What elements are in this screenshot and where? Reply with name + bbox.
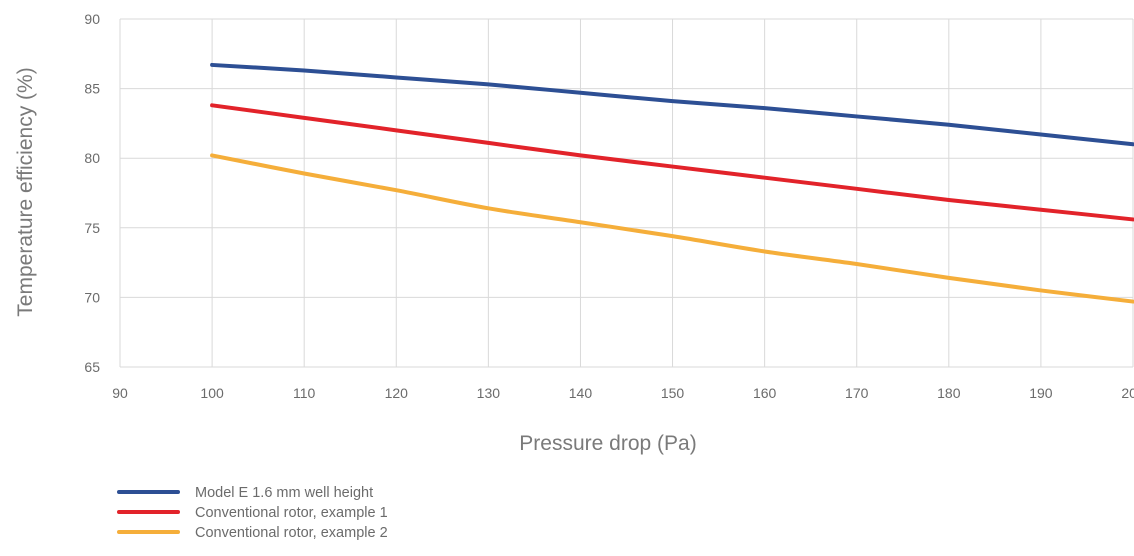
x-axis-label: Pressure drop (Pa)	[519, 432, 696, 455]
y-tick-label-90: 90	[84, 11, 100, 27]
x-tick-label-150: 150	[661, 385, 685, 401]
y-tick-label-65: 65	[84, 359, 100, 375]
y-tick-label-75: 75	[84, 220, 100, 236]
series-lines	[210, 62, 1134, 304]
series-line-1	[210, 62, 1134, 147]
y-axis-label: Temperature efficiency (%)	[14, 67, 37, 316]
x-tick-label-190: 190	[1029, 385, 1053, 401]
x-axis-ticks: 90 100 110 120 130 140 150 160 170 180 190 200	[112, 385, 1134, 401]
legend: Model E 1.6 mm well height Conventional r…	[117, 485, 388, 541]
x-tick-label-130: 130	[477, 385, 501, 401]
x-tick-label-140: 140	[569, 385, 593, 401]
x-tick-label-110: 110	[293, 385, 316, 401]
x-tick-label-100: 100	[200, 385, 224, 401]
series-line-2	[210, 103, 1134, 222]
x-tick-label-160: 160	[753, 385, 777, 401]
x-tick-label-170: 170	[845, 385, 869, 401]
y-tick-label-70: 70	[84, 289, 100, 305]
legend-label-1: Model E 1.6 mm well height	[195, 485, 373, 501]
y-tick-label-80: 80	[84, 150, 100, 166]
legend-label-2: Conventional rotor, example 1	[195, 505, 388, 521]
x-tick-label-120: 120	[385, 385, 409, 401]
x-tick-label-180: 180	[937, 385, 961, 401]
series-line-3	[210, 153, 1134, 304]
grid	[119, 18, 1134, 368]
y-tick-label-85: 85	[84, 81, 100, 97]
x-tick-label-200: 200	[1121, 385, 1134, 401]
y-axis-ticks: 65 70 75 80 85 90	[84, 11, 100, 375]
x-tick-label-90: 90	[112, 385, 128, 401]
legend-label-3: Conventional rotor, example 2	[195, 525, 388, 541]
